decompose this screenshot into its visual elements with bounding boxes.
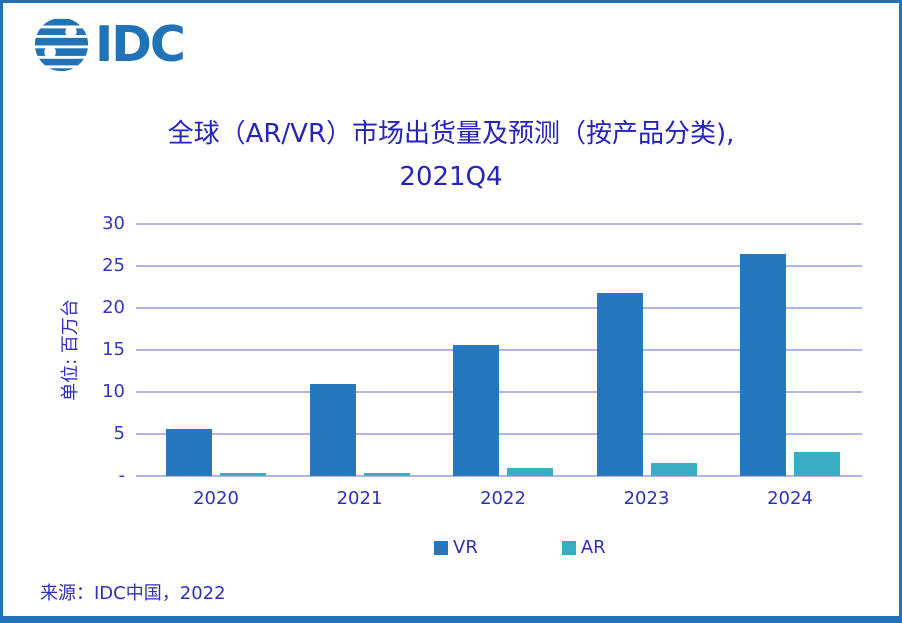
chart-title-line1: 全球（AR/VR）市场出货量及预测（按产品分类), — [167, 119, 735, 149]
legend-swatch-vr — [434, 541, 448, 555]
idc-logo: IDC — [33, 16, 186, 73]
x-tick-label-2020: 2020 — [193, 488, 239, 509]
legend-label-vr: VR — [453, 537, 478, 558]
bar-vr-2023 — [596, 293, 643, 476]
legend-swatch-ar — [561, 541, 576, 555]
gridline-20 — [136, 307, 862, 309]
gridline-30 — [136, 223, 862, 225]
gridline-25 — [136, 265, 862, 267]
gridline-5 — [136, 433, 862, 435]
gridline-0 — [136, 475, 862, 477]
idc-globe-icon — [34, 18, 89, 72]
source-note: 来源：IDC中国，2022 — [40, 583, 226, 604]
bar-ar-2021 — [363, 473, 410, 476]
x-tick-label-2023: 2023 — [623, 488, 670, 509]
chart-title: 全球（AR/VR）市场出货量及预测（按产品分类), 2021Q4 — [3, 113, 899, 199]
bar-ar-2022 — [507, 468, 553, 476]
y-tick-label-0: - — [118, 465, 126, 486]
y-tick-label-5: 5 — [113, 423, 125, 444]
chart-title-line2: 2021Q4 — [399, 162, 503, 192]
bar-vr-2024 — [740, 254, 786, 476]
gridline-10 — [136, 391, 862, 393]
y-tick-label-25: 25 — [102, 255, 125, 276]
bar-ar-2023 — [650, 463, 697, 476]
plot-area — [136, 223, 862, 477]
x-tick-label-2021: 2021 — [336, 488, 383, 509]
legend-item-vr: VR — [434, 539, 478, 557]
bar-ar-2024 — [794, 452, 840, 476]
y-tick-label-10: 10 — [102, 381, 125, 402]
legend-item-ar: AR — [561, 537, 606, 558]
x-tick-label-2024: 2024 — [767, 488, 813, 509]
bar-vr-2021 — [309, 384, 356, 476]
y-tick-label-30: 30 — [102, 213, 125, 234]
x-tick-label-2022: 2022 — [480, 488, 526, 509]
y-tick-label-15: 15 — [102, 339, 125, 360]
bar-vr-2022 — [453, 345, 499, 476]
bar-ar-2020 — [220, 473, 266, 476]
bar-vr-2020 — [166, 429, 212, 476]
idc-logo-text: IDC — [95, 16, 186, 73]
legend: VR AR — [434, 539, 606, 557]
y-tick-label-20: 20 — [102, 297, 125, 318]
gridline-15 — [136, 349, 862, 351]
legend-label-ar: AR — [580, 537, 606, 558]
